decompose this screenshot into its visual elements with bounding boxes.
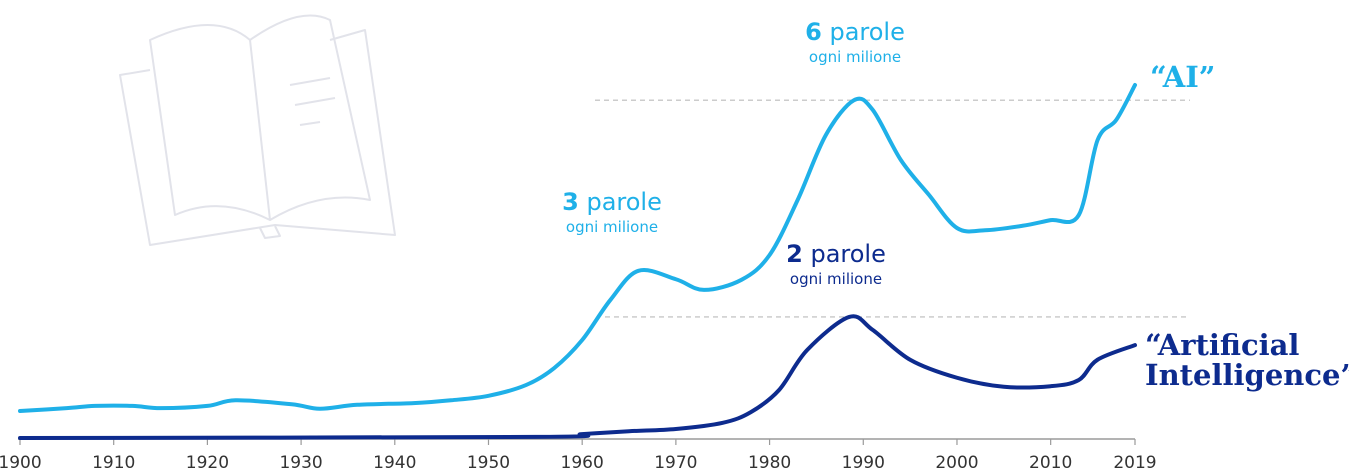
annotation-sub: ogni milione: [808, 48, 902, 66]
series-line: [18, 82, 1137, 413]
annotation-sub: ogni milione: [565, 218, 659, 236]
x-tick-label: 1980: [748, 453, 791, 473]
x-tick-label: 1950: [467, 453, 510, 473]
x-tick-label: 2010: [1029, 453, 1072, 473]
annotation-main: 2 parole: [786, 240, 886, 268]
annotation-sub: ogni milione: [789, 270, 883, 288]
series-label: “Artificial Intelligence”: [1145, 328, 1349, 392]
annotation-main: 3 parole: [562, 188, 662, 216]
x-tick-label: 1900: [0, 453, 42, 473]
annotation-number: 2: [786, 240, 803, 268]
book-icon: [119, 14, 396, 246]
annotation-number: 3: [562, 188, 579, 216]
annotation: 3 parole ogni milione: [562, 188, 662, 236]
annotation-text: parole: [810, 240, 886, 268]
x-tick-label: 2000: [935, 453, 978, 473]
x-tick-label: 1920: [186, 453, 229, 473]
x-tick-label: 2019: [1113, 453, 1156, 473]
x-tick-label: 1990: [842, 453, 885, 473]
annotation-text: parole: [586, 188, 662, 216]
x-tick-label: 1910: [92, 453, 135, 473]
x-tick-label: 1940: [373, 453, 416, 473]
annotation-text: parole: [829, 18, 905, 46]
x-tick-label: 1930: [279, 453, 322, 473]
x-tick-label: 1970: [654, 453, 697, 473]
annotation: 2 parole ogni milione: [786, 240, 886, 288]
annotation-number: 6: [805, 18, 822, 46]
series-label: “AI”: [1150, 60, 1216, 94]
x-tick-label: 1960: [561, 453, 604, 473]
annotation: 6 parole ogni milione: [805, 18, 905, 66]
annotation-main: 6 parole: [805, 18, 905, 46]
series-line: [18, 314, 1137, 440]
